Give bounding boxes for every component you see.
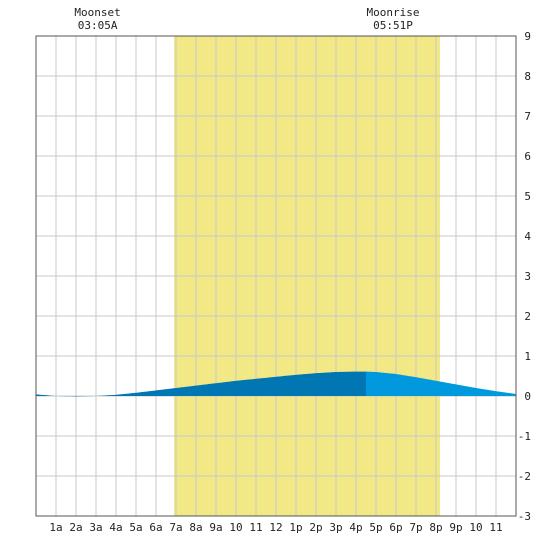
x-tick-label: 9p	[449, 521, 462, 534]
x-tick-label: 11	[489, 521, 502, 534]
x-tick-label: 10	[229, 521, 242, 534]
plot-border	[35, 35, 517, 517]
moon-event-label: Moonset	[74, 6, 120, 19]
y-tick-label: 2	[524, 310, 531, 323]
y-tick-label: 0	[524, 390, 531, 403]
x-tick-label: 3a	[89, 521, 102, 534]
x-tick-label: 1p	[289, 521, 302, 534]
x-tick-label: 6p	[389, 521, 402, 534]
x-tick-label: 1a	[49, 521, 62, 534]
x-tick-label: 5p	[369, 521, 382, 534]
x-tick-label: 8p	[429, 521, 442, 534]
y-tick-label: 9	[524, 30, 531, 43]
x-tick-label: 8a	[189, 521, 202, 534]
y-tick-label: -2	[518, 470, 531, 483]
x-tick-label: 7p	[409, 521, 422, 534]
moon-event-time: 05:51P	[373, 19, 413, 32]
tide-area-main	[36, 371, 366, 397]
x-tick-label: 7a	[169, 521, 182, 534]
x-tick-label: 2a	[69, 521, 82, 534]
x-tick-label: 5a	[129, 521, 142, 534]
y-axis-labels: -3 -2 -1 0 1 2 3 4 5 6 7 8 9	[518, 30, 532, 523]
x-tick-label: 3p	[329, 521, 342, 534]
y-tick-label: -1	[518, 430, 531, 443]
y-tick-label: 1	[524, 350, 531, 363]
y-tick-label: 8	[524, 70, 531, 83]
x-axis-labels: 1a 2a 3a 4a 5a 6a 7a 8a 9a 10 11 12 1p 2p 3p 4p 5p 6p 7p 8p…	[49, 521, 502, 534]
x-tick-label: 4p	[349, 521, 362, 534]
x-tick-label: 12	[269, 521, 282, 534]
x-tick-label: 2p	[309, 521, 322, 534]
y-tick-label: 6	[524, 150, 531, 163]
y-tick-label: -3	[518, 510, 531, 523]
tide-area-highlight	[366, 371, 516, 396]
x-tick-label: 11	[249, 521, 262, 534]
x-tick-label: 6a	[149, 521, 162, 534]
grid-lines	[36, 36, 516, 516]
y-tick-label: 3	[524, 270, 531, 283]
x-tick-label: 4a	[109, 521, 122, 534]
x-tick-label: 9a	[209, 521, 222, 534]
moon-event-time: 03:05A	[78, 19, 118, 32]
y-tick-label: 7	[524, 110, 531, 123]
x-tick-label: 10	[469, 521, 482, 534]
y-tick-label: 5	[524, 190, 531, 203]
moon-event-label: Moonrise	[367, 6, 420, 19]
y-tick-label: 4	[524, 230, 531, 243]
tide-area	[36, 371, 516, 397]
